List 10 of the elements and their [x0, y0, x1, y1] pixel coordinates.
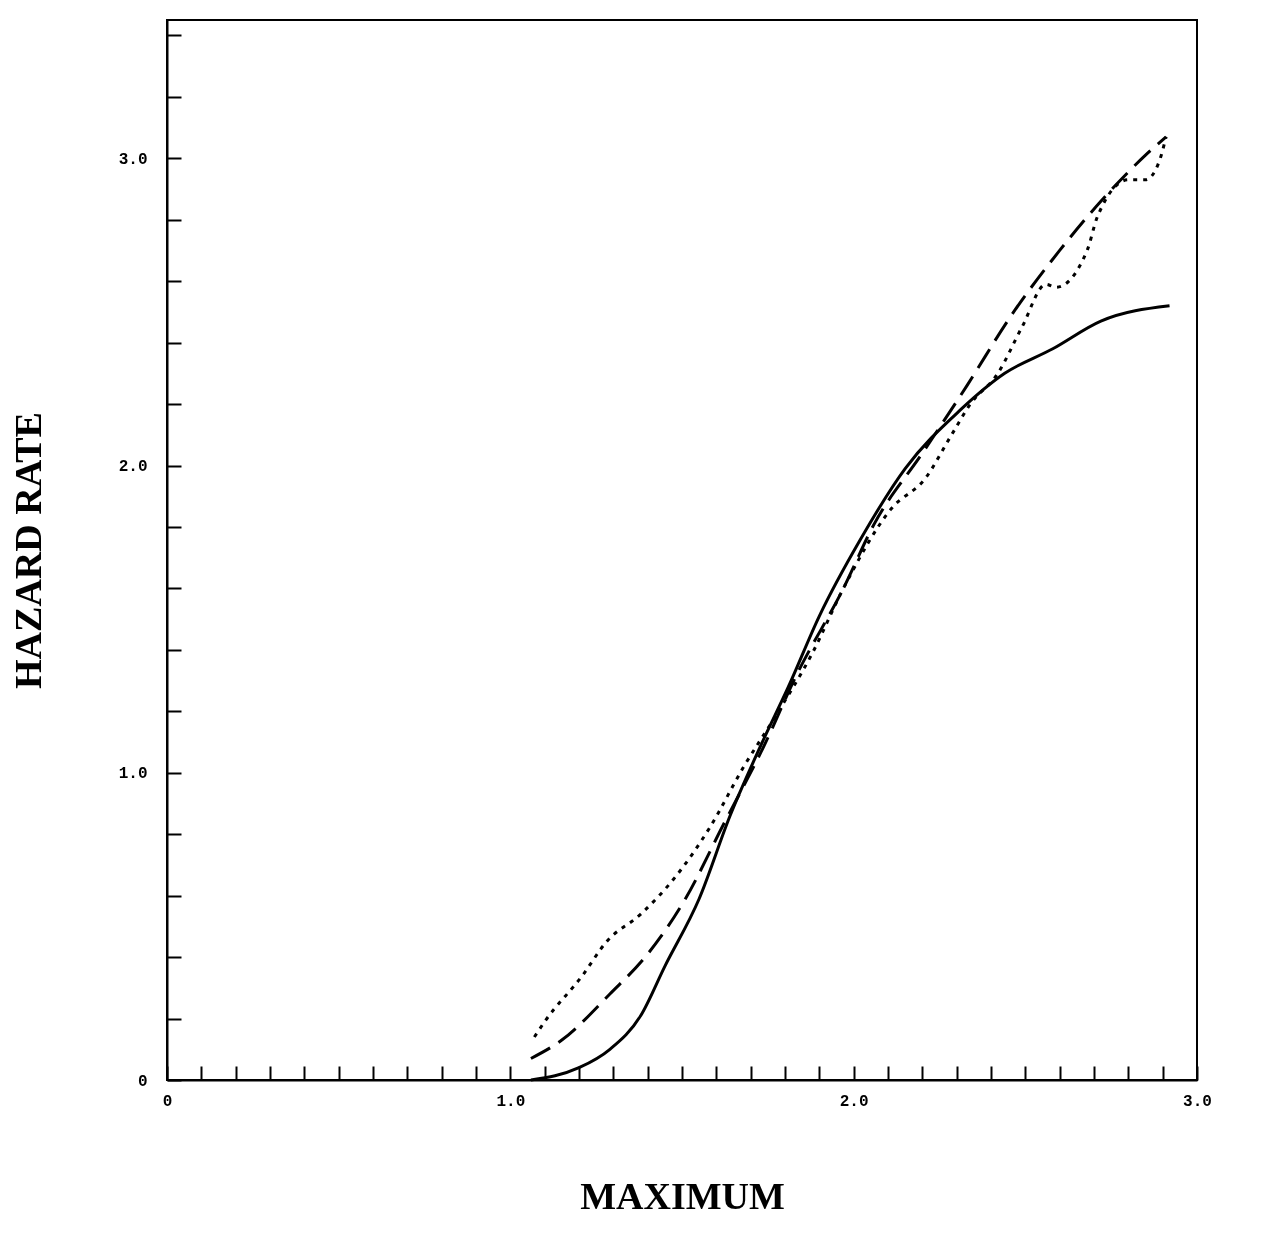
y-tick-label: 2.0: [118, 458, 148, 477]
y-tick-label: 1.0: [118, 765, 148, 784]
x-tick-label: 0: [162, 1092, 173, 1111]
x-tick-label: 3.0: [1183, 1092, 1212, 1111]
y-tick-label: 3.0: [118, 150, 148, 169]
y-axis-title: HAZARD RATE: [6, 412, 49, 689]
y-tick-label: 0: [137, 1072, 148, 1091]
x-axis-title: MAXIMUM: [580, 1174, 785, 1217]
x-tick-label: 1.0: [496, 1092, 526, 1111]
x-tick-label: 2.0: [839, 1092, 869, 1111]
